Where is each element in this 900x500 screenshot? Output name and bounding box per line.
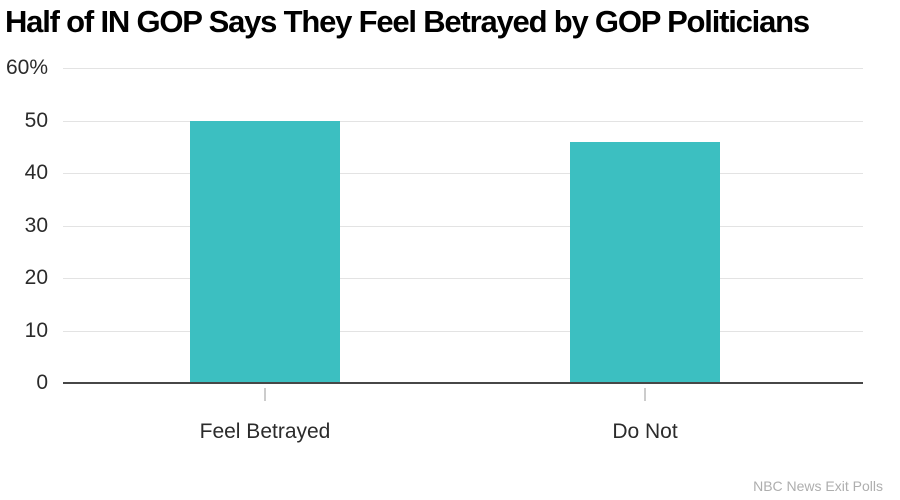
x-axis-label: Feel Betrayed bbox=[199, 420, 331, 443]
y-axis-tick-label: 60% bbox=[5, 56, 48, 79]
x-axis-tick bbox=[644, 388, 646, 401]
source-credit: NBC News Exit Polls bbox=[753, 478, 883, 494]
gridline bbox=[63, 226, 863, 227]
y-axis-tick-label: 10 bbox=[24, 319, 48, 342]
gridline bbox=[63, 331, 863, 332]
x-axis-label: Do Not bbox=[612, 420, 678, 443]
gridline bbox=[63, 278, 863, 279]
y-axis-tick-label: 30 bbox=[24, 214, 48, 237]
y-axis-tick-label: 40 bbox=[24, 161, 48, 184]
chart-title: Half of IN GOP Says They Feel Betrayed b… bbox=[5, 4, 810, 39]
x-axis-tick bbox=[264, 388, 266, 401]
y-axis-tick-label: 0 bbox=[36, 371, 48, 394]
y-axis-tick-label: 50 bbox=[24, 109, 48, 132]
x-axis-line bbox=[63, 382, 863, 384]
bar-do-not bbox=[570, 141, 720, 383]
gridline bbox=[63, 173, 863, 174]
gridline bbox=[63, 68, 863, 69]
y-axis-tick-label: 20 bbox=[24, 266, 48, 289]
bar-feel-betrayed bbox=[190, 120, 340, 383]
gridline bbox=[63, 121, 863, 122]
